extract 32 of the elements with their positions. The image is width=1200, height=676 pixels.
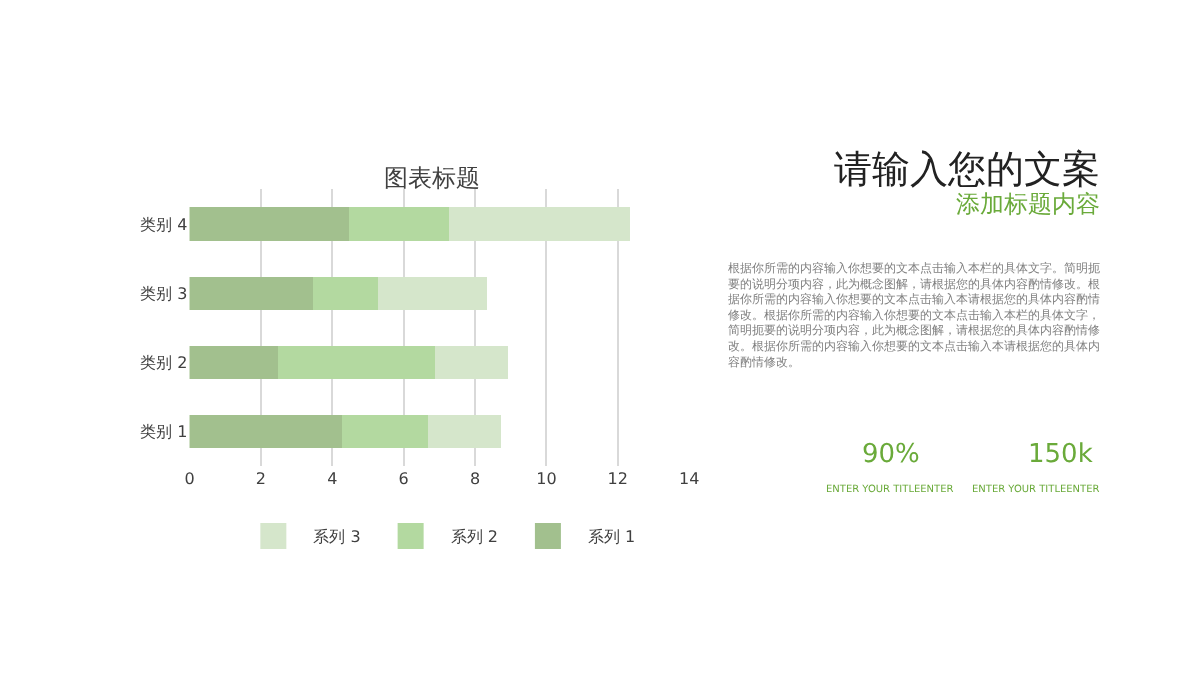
legend-label: 系列 2 — [450, 528, 498, 547]
chart-title: 图表标题 — [384, 164, 480, 192]
bar — [189, 415, 344, 449]
bar — [313, 276, 380, 310]
text: 90% — [862, 440, 920, 470]
x-tick-label: 2 — [255, 470, 266, 489]
bar — [189, 345, 280, 380]
bar — [189, 207, 352, 241]
bar — [277, 345, 437, 380]
x-tick-label: 4 — [327, 470, 338, 489]
y-tick-label: 类别 4 — [140, 215, 188, 234]
x-tick-label: 10 — [536, 470, 557, 489]
bar — [449, 207, 630, 241]
bar — [434, 345, 509, 380]
y-tick-label: 类别 2 — [140, 354, 188, 373]
bar — [341, 415, 430, 449]
bar — [427, 415, 502, 449]
y-tick-label: 类别 1 — [140, 423, 188, 442]
bar — [377, 276, 487, 310]
legend-label: 系列 3 — [313, 528, 361, 547]
x-tick-label: 8 — [469, 470, 481, 489]
x-tick-label: 14 — [678, 470, 700, 489]
x-tick-label: 6 — [398, 470, 409, 489]
bar — [349, 207, 452, 241]
legend-label: 系列 1 — [587, 528, 636, 547]
x-tick-label: 12 — [607, 470, 628, 489]
text: 150k — [1028, 440, 1094, 470]
bar — [189, 276, 316, 310]
y-tick-label: 类别 3 — [140, 284, 188, 303]
text: 添加标题内容 — [956, 190, 1100, 218]
x-tick-label: 0 — [184, 470, 195, 489]
text: 请输入您的文案 — [834, 148, 1100, 192]
